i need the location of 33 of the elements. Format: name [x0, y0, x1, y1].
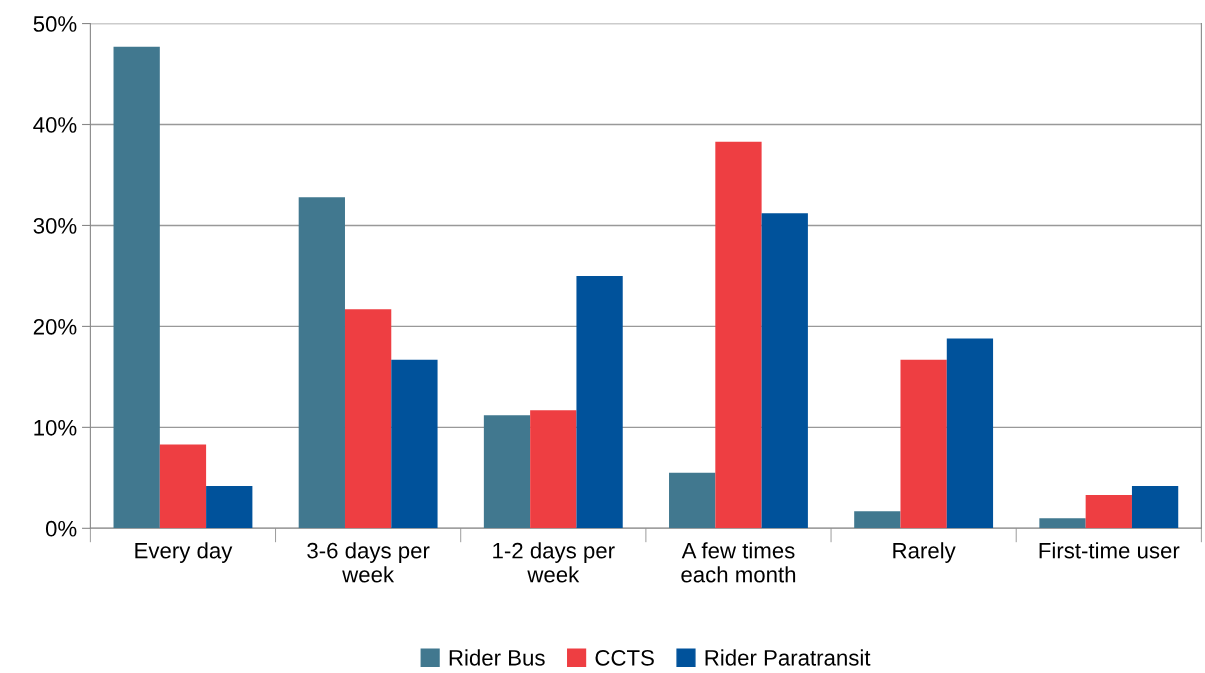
y-tick-label: 50%: [33, 16, 77, 32]
bar: [576, 275, 623, 529]
y-tick-label: 20%: [33, 318, 77, 335]
bar: [530, 410, 577, 529]
x-tick-label: 3-6 days per week: [307, 542, 430, 583]
bar: [1085, 494, 1132, 529]
x-tick-label: First-time user: [1039, 542, 1180, 559]
legend-label: Rider Bus: [449, 649, 545, 666]
bar: [761, 213, 808, 529]
bar: [900, 359, 947, 529]
y-tick-label: 40%: [33, 117, 77, 133]
bar: [483, 415, 531, 529]
legend-label: Rider Paratransit: [705, 649, 871, 666]
bar: [946, 338, 994, 529]
bar: [669, 472, 716, 529]
bar: [715, 141, 762, 529]
y-tick-label: 30%: [33, 217, 77, 234]
y-tick-label: 0%: [45, 520, 77, 537]
bar: [206, 485, 253, 529]
x-tick-label: A few times each month: [681, 542, 796, 583]
bar: [854, 511, 901, 529]
legend-label: CCTS: [595, 649, 654, 666]
x-tick-label: Every day: [135, 542, 233, 563]
bar: [1039, 518, 1086, 529]
bar: [1131, 485, 1179, 529]
bar: [344, 309, 392, 529]
bar: [159, 444, 207, 529]
x-tick-label: 1-2 days per week: [493, 542, 615, 583]
x-tick-label: Rarely: [893, 542, 956, 563]
bar: [391, 359, 438, 529]
bar: [298, 197, 345, 529]
y-tick-label: 10%: [34, 419, 77, 436]
bar: [113, 46, 160, 529]
